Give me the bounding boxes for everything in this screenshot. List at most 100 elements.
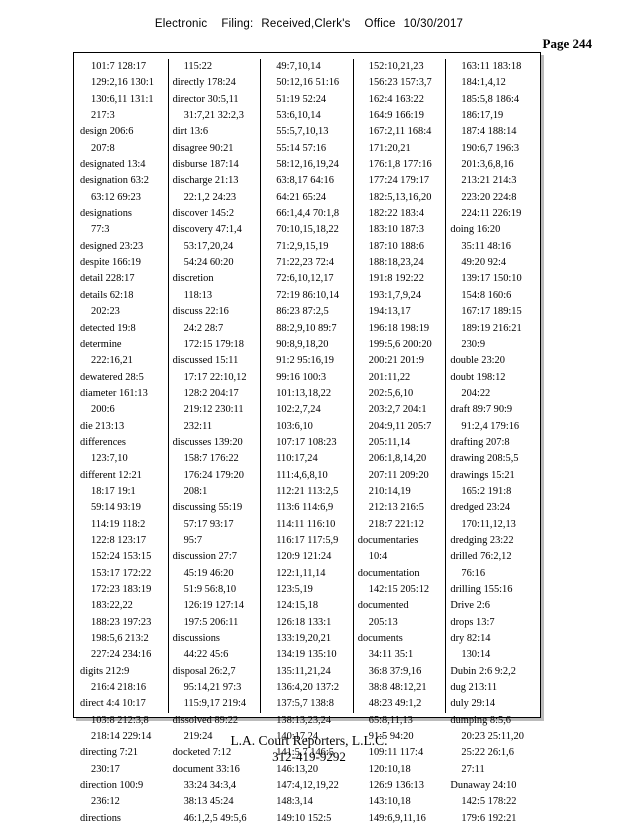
index-entry-headword: dumping 8:5,6 — [450, 714, 511, 726]
index-column-1: 101:7 128:17 129:2,16 130:1 130:6,11 131:1… — [76, 59, 168, 824]
index-entry-locators: 63:12 69:23 — [91, 191, 141, 203]
index-entry-locators: 20:23 25:11,20 — [461, 731, 524, 743]
index-entry-locators: 86:23 87:2,5 — [276, 306, 329, 318]
page-number-label: Page 244 — [542, 36, 592, 51]
index-entry-locators: 202:23 — [91, 306, 120, 318]
index-entry-locators: 31:7,21 32:2,3 — [183, 110, 244, 122]
index-entry-locators: 189:19 216:21 — [461, 322, 522, 334]
index-entry-locators: 142:15 205:12 — [368, 584, 430, 595]
index-entry-locators: 154:8 160:6 — [461, 289, 512, 301]
index-entry-locators: 88:2,9,10 89:7 — [276, 322, 337, 334]
index-entry-locators: 201:3,6,8,16 — [461, 159, 514, 171]
index-entry-locators: 65:8,11,13 — [368, 714, 413, 726]
index-entry-locators: 223:20 224:8 — [461, 191, 517, 203]
index-entry-locators: 134:19 135:10 — [276, 649, 337, 661]
index-entry-locators: 212:13 216:5 — [368, 502, 424, 514]
index-entry-locators: 138:13,23,24 — [276, 714, 332, 726]
index-entry-headword: documentaries — [357, 534, 419, 546]
index-entry-locators: 76:16 — [461, 567, 486, 579]
index-entry-locators: 176:1,8 177:16 — [368, 159, 432, 171]
efiling-stamp-date: 10/30/2017 — [403, 18, 464, 30]
index-entry-locators: 99:16 100:3 — [276, 371, 327, 383]
index-entry-headword: docketed 7:12 — [172, 747, 232, 759]
index-entry-headword: designations — [80, 208, 132, 220]
index-entry-headword: doing 16:20 — [450, 224, 501, 236]
index-entry-headword: discharge 21:13 — [172, 175, 239, 187]
index-entry-locators: 204:9,11 205:7 — [368, 420, 432, 432]
index-entry-headword: dredged 23:24 — [450, 502, 511, 514]
index-entry-headword: doubt 198:12 — [450, 371, 506, 383]
index-entry-locators: 110:17,24 — [276, 453, 318, 465]
index-entry-locators: 222:16,21 — [91, 355, 133, 367]
index-entry-locators: 126:19 127:14 — [183, 600, 244, 612]
index-entry-locators: 71:2,9,15,19 — [276, 240, 329, 252]
index-entry-locators: 95:7 — [183, 534, 203, 546]
index-entry-headword: design 206:6 — [80, 126, 134, 138]
index-entry-locators: 230:17 — [91, 763, 120, 775]
index-entry-headword: discusses 139:20 — [172, 436, 243, 448]
index-entry-locators: 191:8 192:22 — [368, 273, 424, 285]
index-entry-locators: 201:11,22 — [368, 371, 411, 383]
index-entry-headword: duly 29:14 — [450, 698, 496, 710]
index-entry-headword: disposal 26:2,7 — [172, 665, 236, 677]
index-entry-locators: 147:4,12,19,22 — [276, 780, 339, 792]
index-entry-locators: 156:23 157:3,7 — [368, 77, 432, 89]
index-entry-locators: 196:18 198:19 — [368, 322, 430, 334]
index-entry-headword: details 62:18 — [80, 289, 134, 301]
index-entry-headword: documents — [357, 633, 403, 645]
index-entry-locators: 114:11 116:10 — [276, 518, 336, 530]
index-entry-locators: 70:10,15,18,22 — [276, 224, 339, 236]
index-entry-locators: 130:6,11 131:1 — [91, 93, 154, 105]
index-entry-locators: 48:23 49:1,2 — [368, 698, 422, 710]
index-entry-headword: digits 212:9 — [80, 665, 130, 677]
index-entry-locators: 122:8 123:17 — [91, 534, 147, 546]
index-entry-locators: 167:17 189:15 — [461, 306, 522, 318]
index-entry-headword: directing 7:21 — [80, 747, 139, 759]
footer-phone-number: 312-419-9292 — [272, 749, 346, 764]
index-entry-headword: draft 89:7 90:9 — [450, 404, 513, 416]
index-entry-locators: 153:17 172:22 — [91, 567, 152, 579]
index-entry-locators: 190:6,7 196:3 — [461, 142, 520, 154]
index-entry-locators: 129:2,16 130:1 — [91, 77, 154, 89]
index-entry-locators: 172:23 183:19 — [91, 584, 152, 595]
index-entry-locators: 164:9 166:19 — [368, 110, 424, 122]
index-entry-locators: 193:1,7,9,24 — [368, 289, 422, 301]
index-entry-locators: 210:14,19 — [368, 485, 411, 497]
efiling-stamp-office: Office — [364, 18, 396, 30]
index-entry-headword: drilled 76:2,12 — [450, 551, 512, 563]
index-entry-locators: 187:10 188:6 — [368, 240, 424, 252]
index-entry-locators: 149:6,9,11,16 — [368, 812, 426, 824]
index-entry-locators: 152:10,21,23 — [368, 61, 424, 72]
index-entry-locators: 22:1,2 24:23 — [183, 191, 237, 203]
index-entry-locators: 205:13 — [368, 616, 398, 628]
index-entry-locators: 162:4 163:22 — [368, 93, 424, 105]
efiling-stamp: Electronic Filing: Received,Clerk's Office 1… — [0, 18, 618, 30]
index-entry-locators: 207:8 — [91, 142, 115, 154]
index-entry-headword: drafting 207:8 — [450, 436, 510, 448]
index-entry-locators: 114:19 118:2 — [91, 518, 146, 530]
index-entry-locators: 101:13,18,22 — [276, 387, 332, 399]
index-entry-headword: documentation — [357, 567, 420, 579]
index-entry-locators: 224:11 226:19 — [461, 208, 522, 220]
index-entry-locators: 90:8,9,18,20 — [276, 338, 329, 350]
index-entry-headword: Drive 2:6 — [450, 600, 490, 612]
index-entry-locators: 218:14 229:14 — [91, 731, 152, 743]
index-entry-locators: 185:5,8 186:4 — [461, 93, 520, 105]
index-entry-locators: 197:5 206:11 — [183, 616, 239, 628]
index-entry-headword: dug 213:11 — [450, 682, 498, 694]
index-entry-locators: 142:5 178:22 — [461, 796, 517, 808]
index-entry-headword: discovery 47:1,4 — [172, 224, 242, 236]
index-entry-headword: disburse 187:14 — [172, 159, 239, 171]
index-entry-locators: 199:5,6 200:20 — [368, 338, 432, 350]
index-column-5: 163:11 183:18 184:1,4,12 185:5,8 186:4 186:… — [445, 59, 538, 824]
index-entry-locators: 53:17,20,24 — [183, 240, 234, 252]
index-entry-locators: 44:22 45:6 — [183, 649, 229, 661]
index-entry-locators: 54:24 60:20 — [183, 257, 234, 269]
index-entry-locators: 213:21 214:3 — [461, 175, 517, 187]
index-entry-locators: 137:5,7 138:8 — [276, 698, 334, 710]
index-entry-locators: 120:10,18 — [368, 763, 411, 775]
index-entry-locators: 148:3,14 — [276, 796, 313, 808]
index-entry-locators: 200:6 — [91, 404, 115, 416]
index-entry-headword: detected 19:8 — [80, 322, 136, 334]
index-entry-locators: 208:1 — [183, 485, 208, 497]
